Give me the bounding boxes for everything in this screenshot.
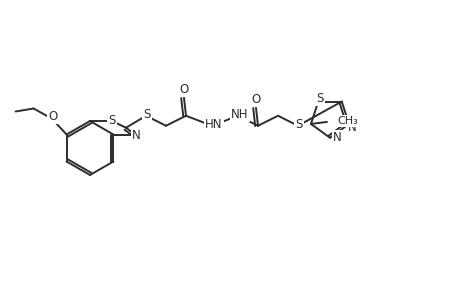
- Text: HN: HN: [205, 118, 222, 131]
- Text: S: S: [295, 118, 302, 131]
- Text: O: O: [251, 93, 260, 106]
- Text: CH₃: CH₃: [336, 116, 357, 126]
- Text: NH: NH: [231, 108, 248, 121]
- Text: N: N: [347, 122, 356, 134]
- Text: O: O: [179, 83, 188, 96]
- Text: S: S: [143, 108, 151, 121]
- Text: N: N: [132, 129, 140, 142]
- Text: S: S: [108, 113, 115, 127]
- Text: S: S: [316, 92, 323, 105]
- Text: O: O: [48, 110, 57, 123]
- Text: N: N: [332, 131, 341, 144]
